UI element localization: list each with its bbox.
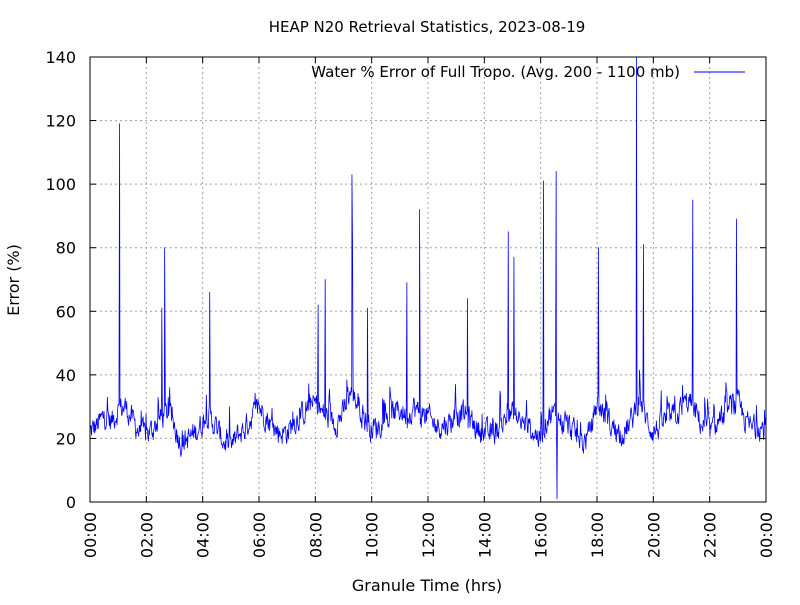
x-tick-label: 04:00 — [194, 512, 213, 558]
x-tick-label: 22:00 — [701, 512, 720, 558]
x-tick-label: 10:00 — [363, 512, 382, 558]
y-axis: 0 20 40 60 80 100 120 140 — [45, 48, 766, 512]
x-tick-label: 18:00 — [588, 512, 607, 558]
series-line — [89, 56, 767, 500]
y-tick-label: 120 — [45, 112, 76, 131]
y-tick-label: 0 — [66, 493, 76, 512]
x-tick-label: 16:00 — [532, 512, 551, 558]
x-tick-label: 06:00 — [250, 512, 269, 558]
x-tick-label: 00:00 — [81, 512, 100, 558]
legend-label: Water % Error of Full Tropo. (Avg. 200 -… — [311, 63, 680, 81]
y-axis-label: Error (%) — [4, 244, 23, 316]
y-tick-label: 60 — [56, 302, 76, 321]
chart-title: HEAP N20 Retrieval Statistics, 2023-08-1… — [269, 18, 586, 36]
y-tick-label: 40 — [56, 366, 76, 385]
legend: Water % Error of Full Tropo. (Avg. 200 -… — [311, 63, 745, 81]
x-tick-label: 02:00 — [137, 512, 156, 558]
x-axis: 00:00 02:00 04:00 06:00 08:00 10:00 12:00 14:00… — [81, 57, 776, 558]
series-line-group — [89, 56, 767, 500]
x-axis-label: Granule Time (hrs) — [352, 576, 502, 595]
x-tick-label: 00:00 — [757, 512, 776, 558]
y-tick-label: 20 — [56, 429, 76, 448]
x-tick-label: 12:00 — [419, 512, 438, 558]
x-tick-label: 20:00 — [644, 512, 663, 558]
y-tick-label: 140 — [45, 48, 76, 67]
x-tick-label: 08:00 — [306, 512, 325, 558]
y-tick-label: 80 — [56, 239, 76, 258]
y-tick-label: 100 — [45, 175, 76, 194]
x-tick-label: 14:00 — [475, 512, 494, 558]
